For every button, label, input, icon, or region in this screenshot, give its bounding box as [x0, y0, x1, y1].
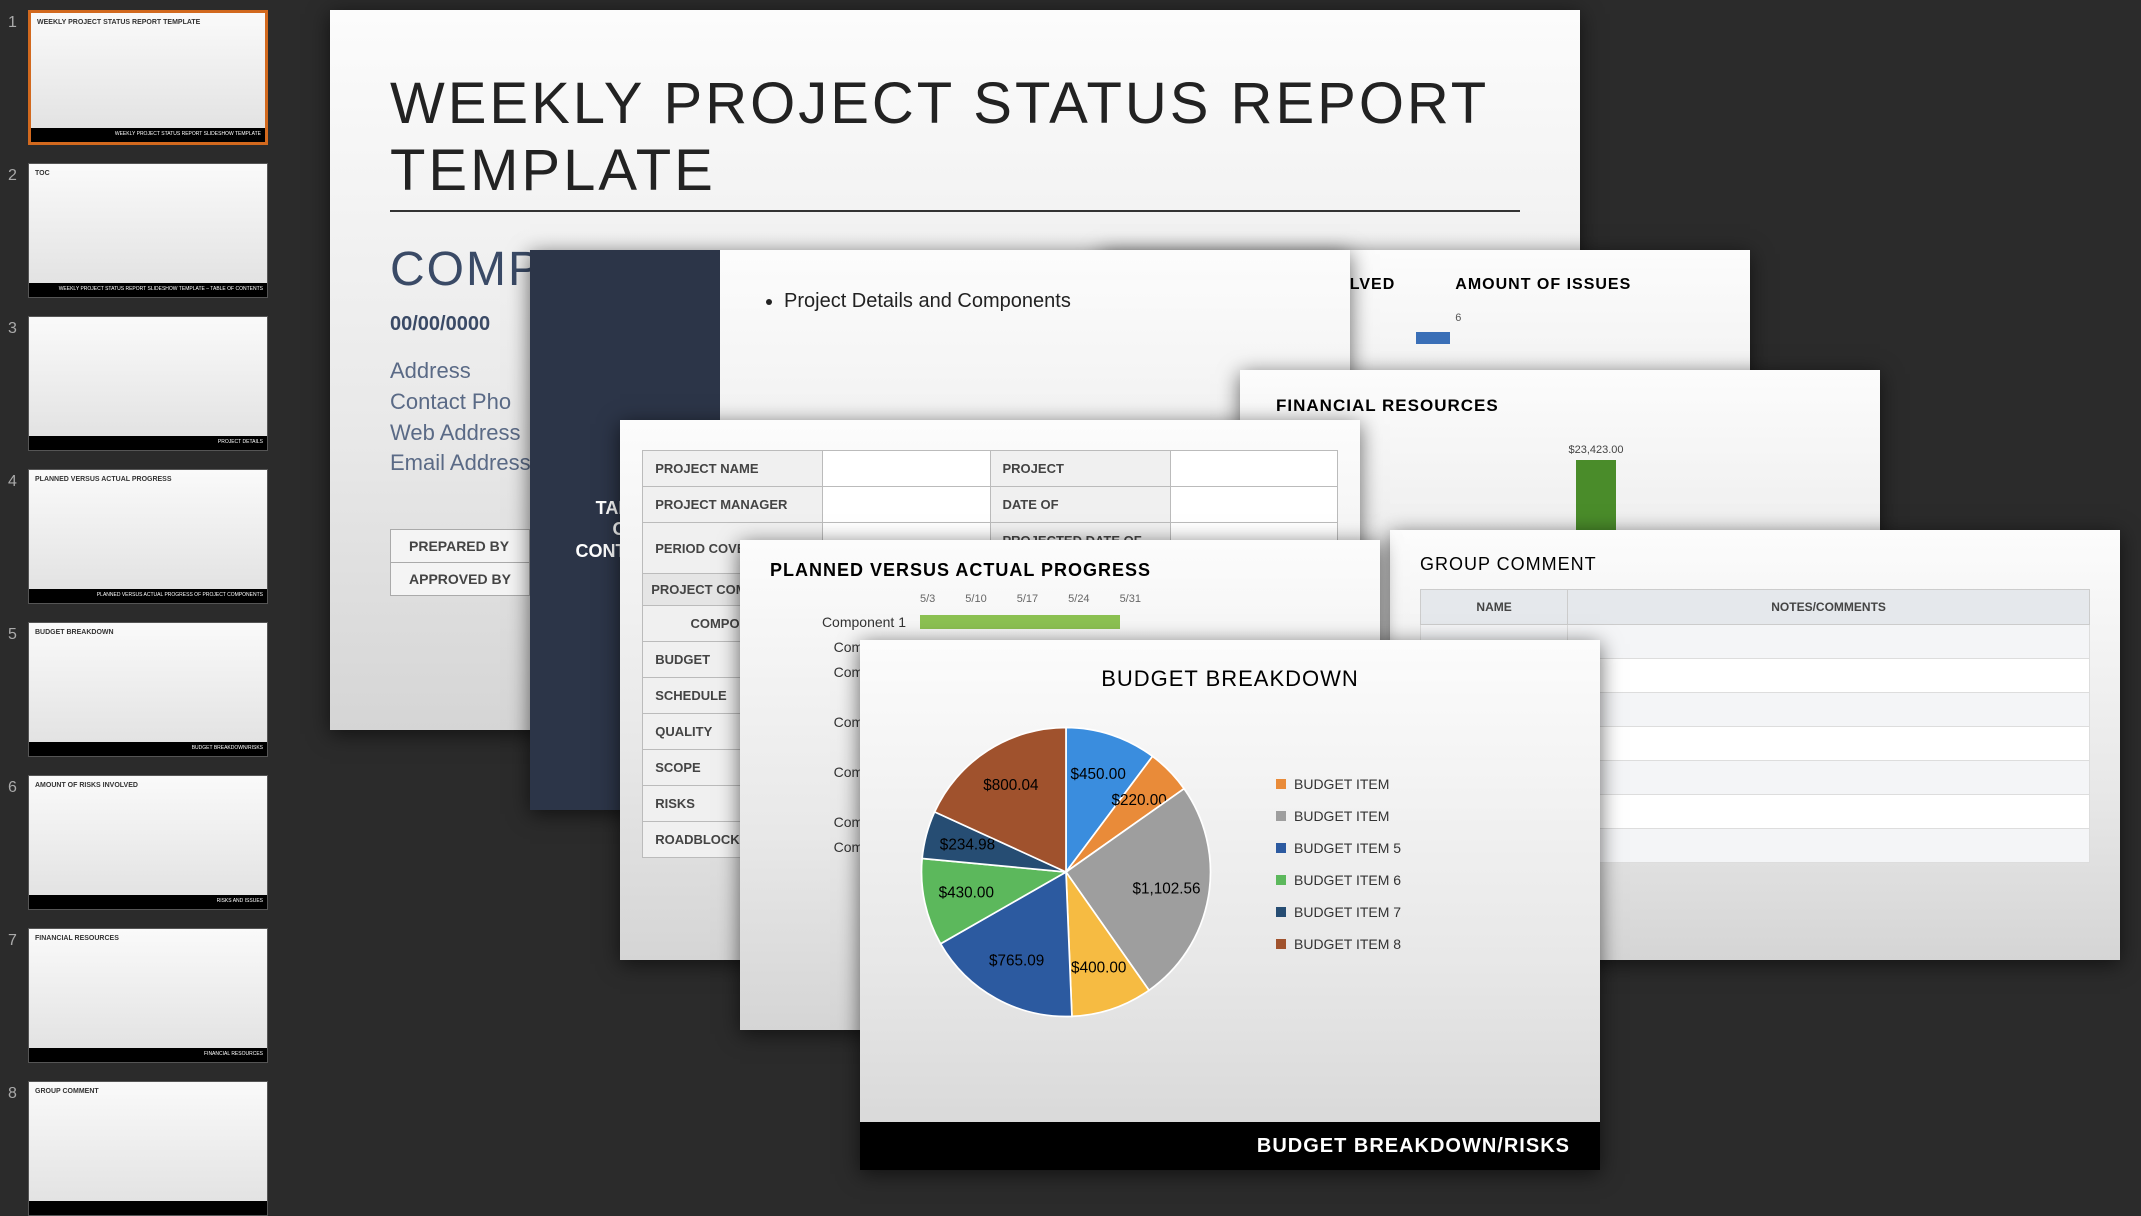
thumb-preview[interactable]: PLANNED VERSUS ACTUAL PROGRESS PLANNED V… — [28, 469, 268, 604]
thumbnail-6[interactable]: 6 AMOUNT OF RISKS INVOLVED RISKS AND ISS… — [0, 775, 290, 910]
thumbnail-5[interactable]: 5 BUDGET BREAKDOWN BUDGET BREAKDOWN/RISK… — [0, 622, 290, 757]
thumb-number: 1 — [8, 10, 28, 32]
financial-title: FINANCIAL RESOURCES — [1276, 396, 1844, 416]
thumb-preview[interactable]: BUDGET BREAKDOWN BUDGET BREAKDOWN/RISKS — [28, 622, 268, 757]
gantt-title: PLANNED VERSUS ACTUAL PROGRESS — [770, 560, 1350, 581]
svg-text:$234.98: $234.98 — [940, 837, 995, 854]
thumbnail-1[interactable]: 1 WEEKLY PROJECT STATUS REPORT TEMPLATE … — [0, 10, 290, 145]
budget-title: BUDGET BREAKDOWN — [896, 666, 1564, 692]
main-title: WEEKLY PROJECT STATUS REPORT TEMPLATE — [390, 70, 1520, 204]
thumb-number: 7 — [8, 928, 28, 950]
thumbnail-7[interactable]: 7 FINANCIAL RESOURCES FINANCIAL RESOURCE… — [0, 928, 290, 1063]
thumb-preview[interactable]: PROJECT DETAILS — [28, 316, 268, 451]
thumb-number: 5 — [8, 622, 28, 644]
svg-text:$800.04: $800.04 — [983, 777, 1039, 794]
pie-chart: $450.00$220.00$1,102.56$400.00$765.09$43… — [896, 702, 1236, 1042]
issues-y-value: 6 — [1455, 312, 1631, 324]
title-divider — [390, 210, 1520, 212]
thumbnail-8[interactable]: 8 GROUP COMMENT — [0, 1081, 290, 1216]
thumbnail-2[interactable]: 2 TOC WEEKLY PROJECT STATUS REPORT SLIDE… — [0, 163, 290, 298]
thumbnail-4[interactable]: 4 PLANNED VERSUS ACTUAL PROGRESS PLANNED… — [0, 469, 290, 604]
slide-canvas: WEEKLY PROJECT STATUS REPORT TEMPLATE CO… — [300, 0, 2130, 1187]
svg-text:$1,102.56: $1,102.56 — [1132, 881, 1200, 898]
thumb-preview[interactable]: FINANCIAL RESOURCES FINANCIAL RESOURCES — [28, 928, 268, 1063]
thumb-number: 2 — [8, 163, 28, 185]
toc-item: Project Details and Components — [784, 290, 1310, 313]
thumb-preview[interactable]: AMOUNT OF RISKS INVOLVED RISKS AND ISSUE… — [28, 775, 268, 910]
svg-text:$450.00: $450.00 — [1071, 766, 1126, 783]
thumbnail-panel: 1 WEEKLY PROJECT STATUS REPORT TEMPLATE … — [0, 0, 290, 1187]
slide-budget: BUDGET BREAKDOWN $450.00$220.00$1,102.56… — [860, 640, 1600, 1170]
prepared-by-label: PREPARED BY — [391, 530, 530, 563]
thumbnail-3[interactable]: 3 PROJECT DETAILS — [0, 316, 290, 451]
svg-text:$400.00: $400.00 — [1071, 960, 1126, 977]
thumb-preview[interactable]: TOC WEEKLY PROJECT STATUS REPORT SLIDESH… — [28, 163, 268, 298]
issues-title: AMOUNT OF ISSUES — [1455, 276, 1631, 294]
thumb-preview[interactable]: GROUP COMMENT — [28, 1081, 268, 1216]
svg-text:$430.00: $430.00 — [939, 885, 994, 902]
comments-title: GROUP COMMENT — [1420, 554, 2090, 575]
pie-legend: BUDGET ITEMBUDGET ITEMBUDGET ITEM 5BUDGE… — [1276, 776, 1401, 968]
thumb-number: 3 — [8, 316, 28, 338]
gantt-dates: 5/35/105/175/245/31 — [770, 593, 1350, 605]
thumb-number: 4 — [8, 469, 28, 491]
approved-by-label: APPROVED BY — [391, 563, 530, 596]
thumb-number: 8 — [8, 1081, 28, 1103]
svg-text:$765.09: $765.09 — [989, 952, 1044, 969]
thumb-number: 6 — [8, 775, 28, 797]
thumb-preview[interactable]: WEEKLY PROJECT STATUS REPORT TEMPLATE WE… — [28, 10, 268, 145]
budget-footer: BUDGET BREAKDOWN/RISKS — [860, 1122, 1600, 1170]
